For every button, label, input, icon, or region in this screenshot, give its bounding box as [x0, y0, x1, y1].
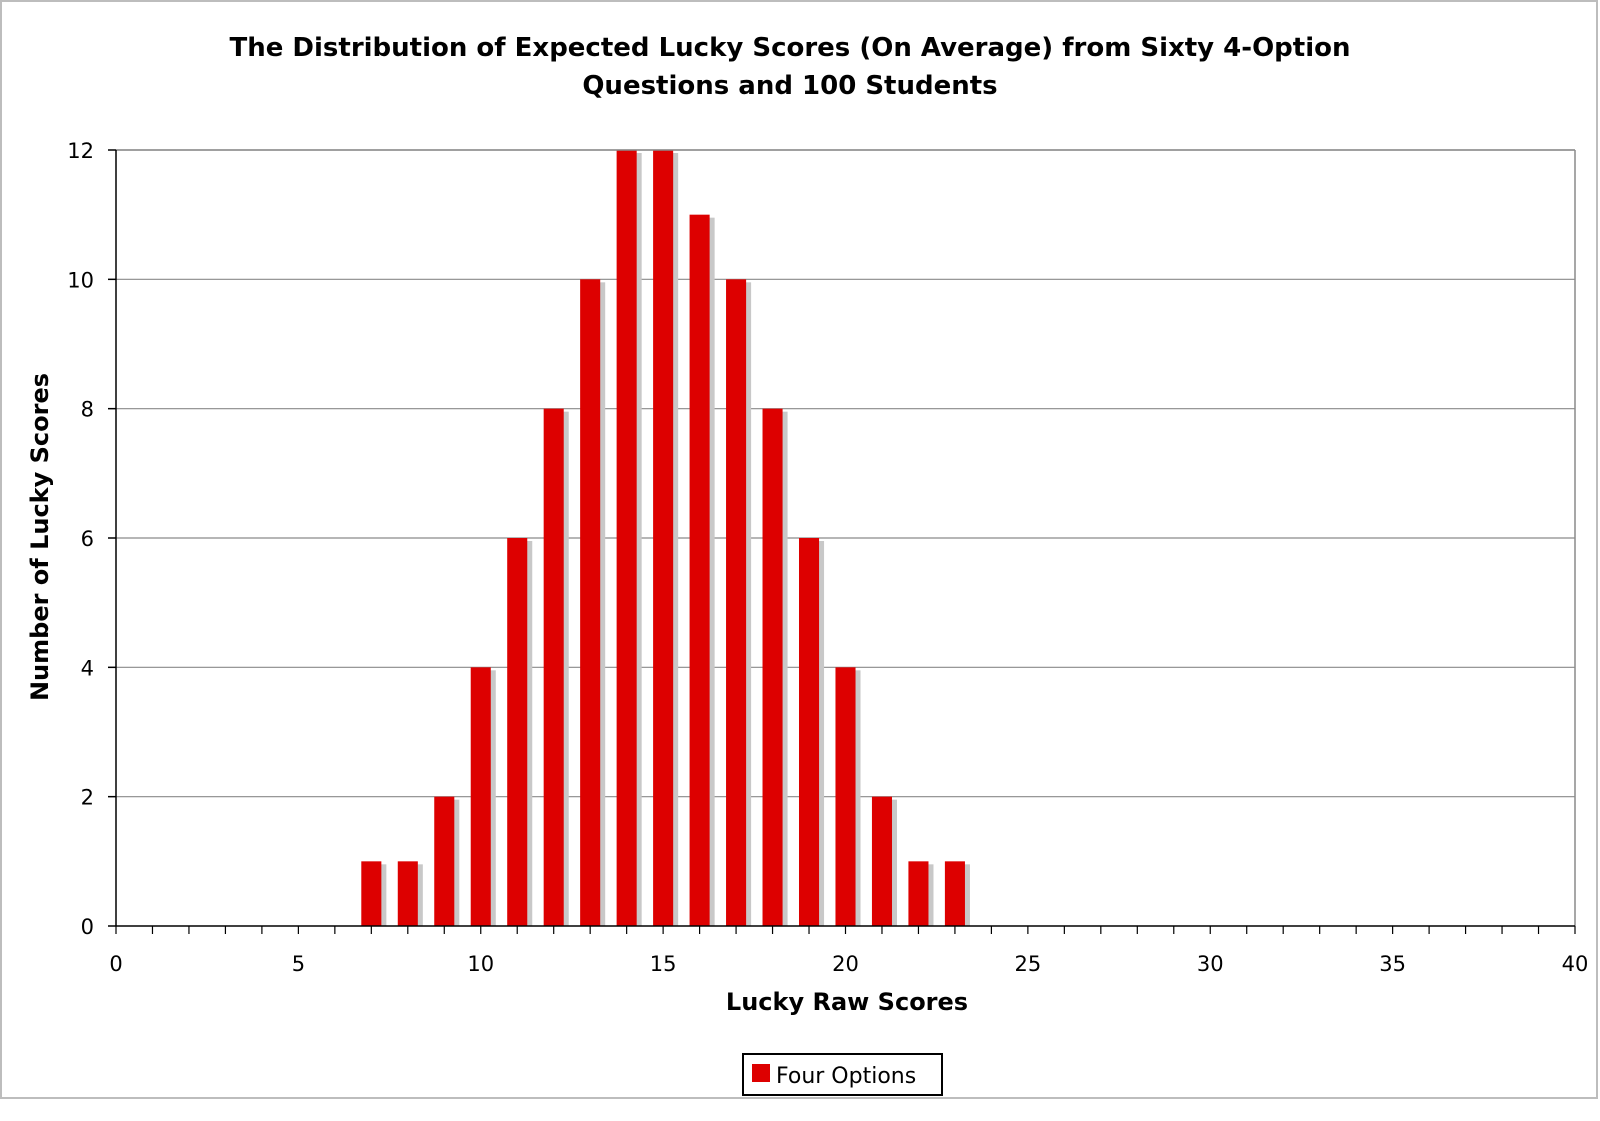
y-tick-label-0: 0 [81, 915, 94, 939]
bar-12 [543, 408, 564, 927]
x-tick-label-0: 0 [109, 952, 122, 976]
x-tick-label-25: 25 [1015, 952, 1042, 976]
bar-18 [762, 408, 783, 927]
bar-22 [908, 861, 929, 926]
bar-21 [871, 796, 893, 926]
bar-14 [616, 150, 637, 926]
y-axis-title: Number of Lucky Scores [26, 373, 54, 701]
bar-11 [507, 538, 528, 926]
x-tick-label-15: 15 [650, 952, 677, 976]
x-tick-label-40: 40 [1562, 952, 1589, 976]
bar-10 [470, 667, 491, 926]
legend: Four Options [742, 1053, 943, 1096]
bar-8 [397, 861, 418, 926]
bar-16 [689, 214, 710, 926]
y-tick-label-4: 4 [81, 656, 94, 680]
y-tick-label-2: 2 [81, 786, 94, 810]
legend-box [742, 1053, 943, 1096]
bars [361, 150, 970, 927]
bar-9 [434, 796, 455, 926]
legend-label: Four Options [776, 1064, 916, 1089]
x-axis-title: Lucky Raw Scores [726, 988, 968, 1016]
x-tick-label-30: 30 [1197, 952, 1224, 976]
x-tick-label-35: 35 [1379, 952, 1406, 976]
bar-15 [653, 150, 674, 926]
x-tick-label-10: 10 [467, 952, 494, 976]
y-tick-label-8: 8 [81, 398, 94, 422]
chart-title-line-2: Questions and 100 Students [582, 71, 997, 101]
x-tick-label-5: 5 [292, 952, 305, 976]
bar-20 [835, 667, 856, 926]
axes: 0 2 4 6 8 10 12 0 5 10 15 20 25 30 35 40 [67, 139, 1588, 976]
y-tick-label-6: 6 [81, 527, 94, 551]
legend-swatch [752, 1064, 770, 1082]
bar-19 [798, 538, 820, 926]
chart-title-line-1: The Distribution of Expected Lucky Score… [229, 33, 1350, 63]
y-tick-label-10: 10 [67, 268, 94, 292]
bar-13 [580, 279, 601, 926]
bar-23 [944, 861, 965, 926]
y-tick-label-12: 12 [67, 139, 94, 163]
x-tick-label-20: 20 [832, 952, 859, 976]
bar-17 [726, 279, 747, 926]
bar-7 [361, 861, 382, 926]
